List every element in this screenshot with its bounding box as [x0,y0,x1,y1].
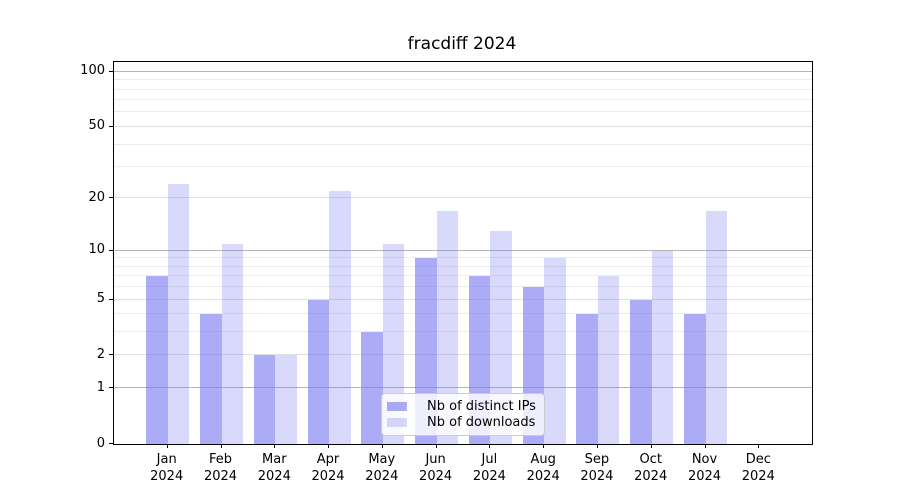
y-tick-mark-20 [109,197,113,199]
legend-item-downloads: Nb of downloads [387,415,538,432]
y-tick-label-50: 50 [88,118,105,134]
x-tick-mark-oct [650,444,652,448]
gridline-y8 [114,265,812,267]
bar-downloads-aug [544,258,566,444]
x-tick-label-jan: Jan 2024 [150,452,184,484]
y-tick-mark-10 [109,249,113,251]
y-tick-mark-100 [109,70,113,72]
x-tick-mark-feb [220,444,222,448]
bar-downloads-nov [705,210,727,444]
x-tick-mark-nov [704,444,706,448]
bar-distinct-ips-may [361,332,383,444]
x-tick-mark-aug [543,444,545,448]
bar-distinct-ips-sep [576,314,598,444]
gridline-y6 [114,286,812,288]
gridline-y30 [114,166,812,167]
gridline-y1 [114,387,812,389]
gridline-y100 [114,70,812,72]
legend-label: Nb of downloads [427,415,536,431]
gridline-y80 [114,88,812,90]
x-tick-label-mar: Mar 2024 [257,452,291,484]
gridline-y3 [114,331,812,333]
bar-downloads-apr [329,191,351,444]
x-tick-mark-dec [758,444,760,448]
bar-downloads-jul [490,231,512,444]
x-tick-mark-mar [274,444,276,448]
y-tick-label-1: 1 [96,379,105,395]
x-tick-label-oct: Oct 2024 [634,452,668,484]
legend-item-distinct-ips: Nb of distinct IPs [387,398,538,415]
bar-distinct-ips-jan [146,276,168,444]
bar-downloads-jan [167,184,190,444]
legend: Nb of distinct IPs Nb of downloads [381,393,545,436]
legend-swatch-distinct-ips [387,401,407,411]
bar-downloads-jun [436,210,459,444]
x-tick-mark-sep [596,444,598,448]
x-tick-mark-jul [489,444,491,448]
x-tick-mark-jan [166,444,168,448]
gridline-y50 [114,125,812,127]
gridline-y9 [114,257,812,259]
bar-distinct-ips-mar [253,355,276,444]
bar-distinct-ips-feb [200,314,222,444]
x-tick-label-sep: Sep 2024 [580,452,614,484]
y-tick-mark-1 [109,387,113,389]
y-tick-mark-0 [109,443,113,444]
gridline-y60 [114,111,812,113]
x-tick-label-apr: Apr 2024 [311,452,345,484]
gridline-y70 [114,99,812,101]
y-tick-label-100: 100 [80,63,105,79]
legend-swatch-downloads [387,418,407,428]
x-tick-mark-jun [435,444,437,448]
gridline-y90 [114,79,812,81]
x-tick-label-may: May 2024 [365,452,399,484]
y-tick-label-20: 20 [88,189,105,205]
bar-distinct-ips-oct [630,299,652,444]
plot-area: Nb of distinct IPs Nb of downloads [113,61,813,445]
y-tick-label-5: 5 [96,291,105,306]
gridline-y7 [114,275,812,277]
bar-downloads-sep [597,276,620,444]
y-tick-mark-2 [109,354,113,356]
bar-downloads-mar [275,355,297,444]
x-tick-label-jul: Jul 2024 [472,452,506,484]
legend-label: Nb of distinct IPs [427,398,536,414]
gridline-y20 [114,197,812,199]
gridline-y4 [114,313,812,315]
bar-downloads-feb [221,243,243,444]
gridline-y5 [114,298,812,300]
gridline-y2 [114,354,812,356]
x-tick-mark-may [381,444,383,448]
x-tick-label-feb: Feb 2024 [203,452,238,484]
bar-downloads-oct [651,250,674,444]
x-tick-label-jun: Jun 2024 [419,452,453,484]
bar-distinct-ips-apr [307,299,329,444]
x-tick-mark-apr [328,444,329,448]
y-tick-label-10: 10 [88,242,105,258]
y-tick-mark-5 [109,298,113,300]
gridline-y10 [114,249,812,251]
y-tick-label-0: 0 [96,435,105,451]
gridline-y40 [114,143,812,145]
y-tick-mark-50 [109,125,113,127]
x-tick-label-dec: Dec 2024 [741,452,775,484]
x-tick-label-aug: Aug 2024 [526,452,560,484]
bar-distinct-ips-nov [684,314,706,444]
chart-title: fracdiff 2024 [407,34,517,54]
x-tick-label-nov: Nov 2024 [687,452,722,484]
y-tick-label-2: 2 [96,346,105,362]
